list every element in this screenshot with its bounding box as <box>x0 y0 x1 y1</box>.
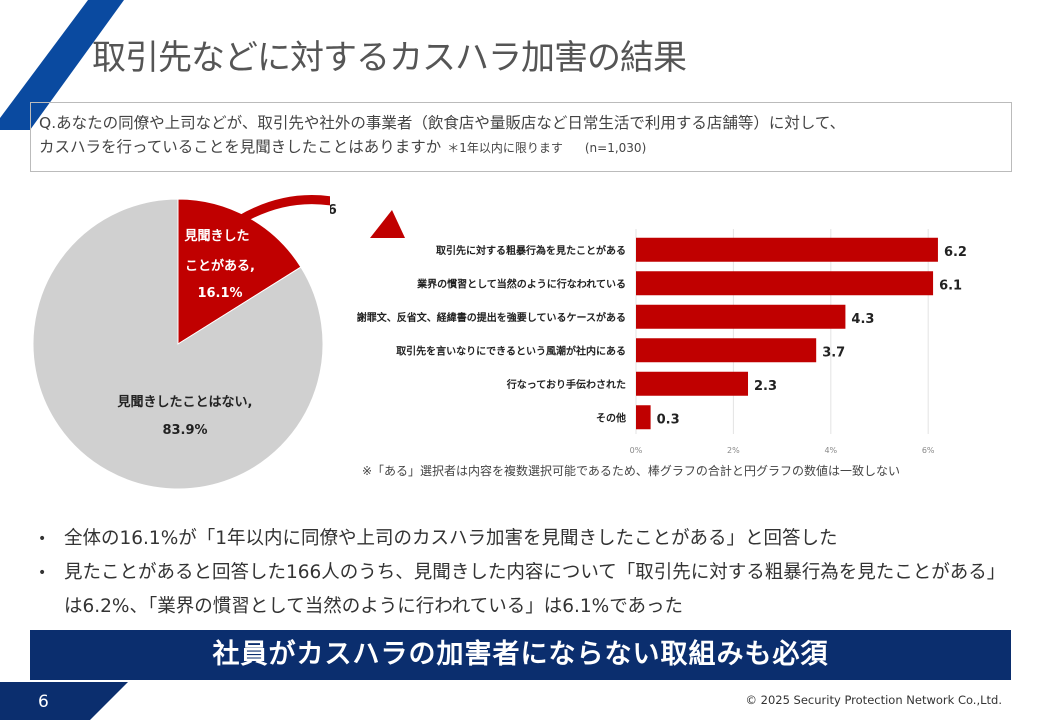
bar <box>636 237 938 262</box>
question-box: Q.あなたの同僚や上司などが、取引先や社外の事業者（飲食店や量販店など日常生活で… <box>30 102 1012 172</box>
bar <box>636 405 651 430</box>
conclusion-banner: 社員がカスハラの加害者にならない取組みも必須 <box>30 630 1011 680</box>
bar-value-label: 3.7 <box>822 345 845 360</box>
bar-value-label: 6.1 <box>939 278 962 293</box>
pie-label: ことがある, <box>185 258 255 274</box>
corner-stripe <box>0 0 124 130</box>
pie-slice <box>32 198 324 490</box>
bar <box>636 271 934 296</box>
bar-value-label: 4.3 <box>851 312 874 327</box>
category-label: 取引先を言いなりにできるという風潮が社内にある <box>396 344 626 357</box>
page-number: 6 <box>38 692 49 712</box>
category-label: 取引先に対する粗暴行為を見たことがある <box>436 244 626 257</box>
bar <box>636 304 846 329</box>
arrow-icon <box>237 195 330 224</box>
x-tick-label: 0% <box>630 446 643 455</box>
question-limit: ＊1年以内に限ります <box>447 141 563 155</box>
bullet-item: 全体の16.1%が「1年以内に同僚や上司のカスハラ加害を見聞きしたことがある」と… <box>38 522 1018 556</box>
category-label: 行なっており手伝わされた <box>506 378 626 391</box>
pie-label: 見聞きした <box>183 229 249 244</box>
pie-label: 見聞きしたことはない, <box>117 395 253 410</box>
pie-value-label: 16.1% <box>197 286 242 301</box>
x-tick-label: 6% <box>922 446 935 455</box>
pie-value-label: 83.9% <box>162 423 207 438</box>
page-title: 取引先などに対するカスハラ加害の結果 <box>92 38 687 78</box>
bar-chart: n =166 0% 2% 4% 6% 取引先に対する粗暴行為を見たことがある 6.2 業界の慣… <box>330 203 967 455</box>
question-n: (n=1,030) <box>584 141 647 155</box>
question-line2: カスハラを行っていることを見聞きしたことはありますか <box>39 138 442 156</box>
category-label: その他 <box>596 411 626 424</box>
bar-value-label: 2.3 <box>754 379 777 394</box>
bar-value-label: 0.3 <box>657 412 680 427</box>
subset-label: n =166 <box>330 203 337 218</box>
bullet-list: 全体の16.1%が「1年以内に同僚や上司のカスハラ加害を見聞きしたことがある」と… <box>38 522 1018 624</box>
category-label: 謝罪文、反省文、経緯書の提出を強要しているケースがある <box>357 311 626 324</box>
bar-value-label: 6.2 <box>944 245 967 260</box>
x-tick-label: 2% <box>727 446 740 455</box>
category-label: 業界の慣習として当然のように行なわれている <box>416 277 626 290</box>
x-tick-label: 4% <box>824 446 837 455</box>
chart-note: ※「ある」選択者は内容を複数選択可能であるため、棒グラフの合計と円グラフの数値は… <box>362 464 900 478</box>
footer-stripe <box>0 682 128 720</box>
bar <box>636 338 817 363</box>
question-line1: Q.あなたの同僚や上司などが、取引先や社外の事業者（飲食店や量販店など日常生活で… <box>39 114 846 132</box>
bullet-item: 見たことがあると回答した166人のうち、見聞きした内容について「取引先に対する粗… <box>38 556 1018 624</box>
bar <box>636 371 749 396</box>
pie-chart: 見聞きしたことがある, 16.1% 見聞きしたことはない, 83.9% <box>32 195 330 490</box>
arrow-head-icon <box>370 210 405 238</box>
copyright: © 2025 Security Protection Network Co.,L… <box>745 693 1002 707</box>
